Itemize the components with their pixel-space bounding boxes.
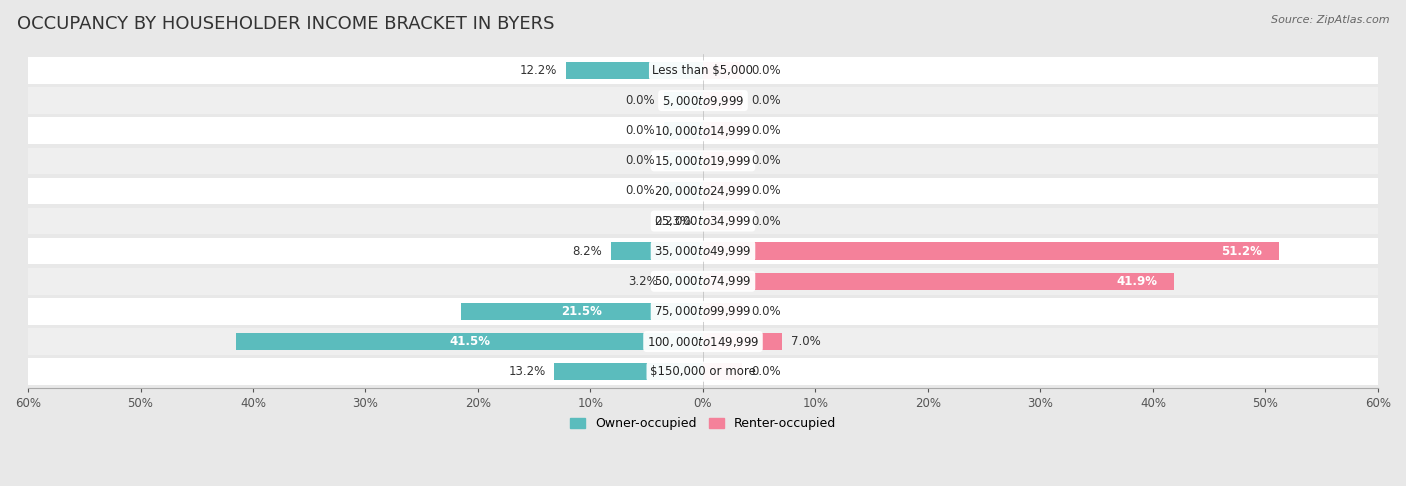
Text: $35,000 to $49,999: $35,000 to $49,999 <box>654 244 752 258</box>
Bar <box>28 178 1378 204</box>
Bar <box>666 273 703 290</box>
Text: 21.5%: 21.5% <box>561 305 603 318</box>
Bar <box>700 212 703 230</box>
Text: 41.5%: 41.5% <box>449 335 491 348</box>
Text: $10,000 to $14,999: $10,000 to $14,999 <box>654 123 752 138</box>
Bar <box>565 62 703 79</box>
Bar <box>664 122 703 139</box>
Text: 7.0%: 7.0% <box>790 335 821 348</box>
Text: $100,000 to $149,999: $100,000 to $149,999 <box>647 334 759 348</box>
Text: 0.0%: 0.0% <box>751 124 780 137</box>
Text: 0.0%: 0.0% <box>751 184 780 197</box>
Text: 0.0%: 0.0% <box>626 184 655 197</box>
Bar <box>664 92 703 109</box>
Bar <box>28 298 1378 325</box>
Text: 0.0%: 0.0% <box>751 155 780 167</box>
Bar <box>703 303 742 320</box>
Bar <box>703 182 742 200</box>
Text: $20,000 to $24,999: $20,000 to $24,999 <box>654 184 752 198</box>
Text: 13.2%: 13.2% <box>508 365 546 378</box>
Text: $50,000 to $74,999: $50,000 to $74,999 <box>654 274 752 288</box>
Bar <box>610 243 703 260</box>
Text: 0.0%: 0.0% <box>626 94 655 107</box>
Text: 0.0%: 0.0% <box>751 305 780 318</box>
Bar <box>28 238 1378 264</box>
Text: 0.0%: 0.0% <box>626 124 655 137</box>
Bar <box>664 152 703 170</box>
Bar <box>28 87 1378 114</box>
Text: 0.23%: 0.23% <box>654 214 692 227</box>
Bar <box>236 333 703 350</box>
Bar <box>554 363 703 381</box>
Bar <box>28 268 1378 295</box>
Text: $15,000 to $19,999: $15,000 to $19,999 <box>654 154 752 168</box>
Bar <box>703 363 742 381</box>
Bar <box>28 358 1378 385</box>
Text: OCCUPANCY BY HOUSEHOLDER INCOME BRACKET IN BYERS: OCCUPANCY BY HOUSEHOLDER INCOME BRACKET … <box>17 15 554 33</box>
Text: 0.0%: 0.0% <box>626 155 655 167</box>
Bar <box>703 273 1174 290</box>
Text: $75,000 to $99,999: $75,000 to $99,999 <box>654 304 752 318</box>
Bar <box>703 152 742 170</box>
Text: Source: ZipAtlas.com: Source: ZipAtlas.com <box>1271 15 1389 25</box>
Text: 0.0%: 0.0% <box>751 214 780 227</box>
Bar <box>703 243 1279 260</box>
Bar <box>28 328 1378 355</box>
Text: 0.0%: 0.0% <box>751 64 780 77</box>
Text: 3.2%: 3.2% <box>628 275 658 288</box>
Bar <box>28 118 1378 144</box>
Bar <box>703 333 782 350</box>
Text: 41.9%: 41.9% <box>1116 275 1157 288</box>
Text: $25,000 to $34,999: $25,000 to $34,999 <box>654 214 752 228</box>
Text: 8.2%: 8.2% <box>572 244 602 258</box>
Bar <box>703 212 742 230</box>
Text: 51.2%: 51.2% <box>1222 244 1263 258</box>
Text: Less than $5,000: Less than $5,000 <box>652 64 754 77</box>
Text: $150,000 or more: $150,000 or more <box>650 365 756 378</box>
Bar <box>664 182 703 200</box>
Text: 0.0%: 0.0% <box>751 365 780 378</box>
Bar <box>28 57 1378 84</box>
Bar <box>461 303 703 320</box>
Legend: Owner-occupied, Renter-occupied: Owner-occupied, Renter-occupied <box>565 413 841 435</box>
Text: 0.0%: 0.0% <box>751 94 780 107</box>
Bar <box>703 62 742 79</box>
Bar <box>28 208 1378 234</box>
Bar <box>703 122 742 139</box>
Bar <box>28 148 1378 174</box>
Text: $5,000 to $9,999: $5,000 to $9,999 <box>662 94 744 107</box>
Bar <box>703 92 742 109</box>
Text: 12.2%: 12.2% <box>519 64 557 77</box>
